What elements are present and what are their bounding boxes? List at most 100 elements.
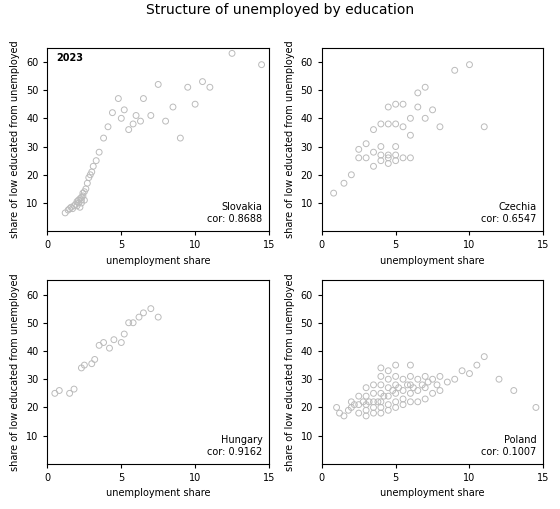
Point — [69, 202, 78, 210]
Point — [391, 361, 400, 369]
Point — [388, 386, 397, 394]
Point — [418, 381, 427, 389]
Point — [90, 355, 99, 363]
Point — [394, 384, 403, 392]
Point — [114, 95, 123, 103]
Point — [362, 392, 371, 400]
Point — [88, 162, 97, 171]
Point — [362, 401, 371, 409]
Point — [480, 353, 489, 361]
Point — [369, 381, 378, 389]
Point — [136, 117, 145, 125]
Point — [161, 117, 170, 125]
Point — [369, 398, 378, 406]
Text: Czechia
cor: 0.6547: Czechia cor: 0.6547 — [481, 202, 536, 224]
Point — [176, 134, 185, 142]
Point — [509, 386, 518, 394]
Point — [339, 412, 348, 420]
Point — [376, 151, 385, 159]
Point — [376, 389, 385, 398]
Point — [87, 360, 96, 368]
Point — [384, 154, 393, 162]
Point — [85, 174, 94, 182]
Point — [365, 398, 374, 406]
Point — [409, 384, 418, 392]
Point — [374, 398, 382, 406]
Point — [399, 154, 408, 162]
Point — [139, 309, 148, 317]
Point — [413, 398, 422, 406]
Point — [406, 381, 415, 389]
Point — [354, 154, 363, 162]
Text: Structure of unemployed by education: Structure of unemployed by education — [146, 3, 414, 17]
Point — [86, 171, 95, 179]
Point — [332, 403, 341, 411]
Point — [257, 61, 266, 69]
Point — [391, 381, 400, 389]
Point — [413, 103, 422, 111]
Point — [80, 361, 89, 369]
Point — [391, 151, 400, 159]
Point — [198, 77, 207, 86]
Point — [391, 398, 400, 406]
X-axis label: unemployment share: unemployment share — [380, 489, 485, 498]
Point — [465, 61, 474, 69]
Point — [359, 398, 368, 406]
Text: 2023: 2023 — [57, 53, 83, 63]
Point — [76, 195, 85, 203]
Point — [384, 120, 393, 128]
Point — [399, 386, 408, 394]
Point — [362, 384, 371, 392]
Point — [117, 114, 126, 122]
Point — [406, 389, 415, 398]
Point — [354, 392, 363, 400]
Point — [124, 126, 133, 134]
Point — [369, 409, 378, 417]
Point — [65, 389, 74, 398]
Point — [146, 304, 155, 313]
Point — [76, 203, 85, 211]
Point — [369, 148, 378, 156]
X-axis label: unemployment share: unemployment share — [380, 256, 485, 266]
Point — [432, 381, 441, 389]
Point — [391, 143, 400, 151]
Point — [120, 106, 129, 114]
Point — [347, 403, 356, 411]
Point — [347, 398, 356, 406]
Point — [72, 202, 81, 210]
Point — [421, 395, 430, 403]
Point — [406, 361, 415, 369]
Point — [154, 80, 163, 89]
Point — [206, 83, 214, 91]
Point — [354, 401, 363, 409]
Point — [60, 209, 69, 217]
Point — [354, 409, 363, 417]
Point — [399, 375, 408, 383]
Point — [108, 108, 117, 117]
Point — [68, 205, 77, 213]
Point — [376, 403, 385, 411]
Point — [384, 103, 393, 111]
Point — [421, 114, 430, 122]
Y-axis label: share of low educated from unemployed: share of low educated from unemployed — [11, 41, 21, 238]
Point — [64, 206, 73, 214]
Point — [494, 375, 503, 383]
Point — [428, 389, 437, 398]
Point — [403, 381, 412, 389]
Point — [350, 401, 359, 409]
Point — [391, 100, 400, 108]
Point — [384, 159, 393, 167]
Point — [80, 188, 89, 196]
Point — [421, 83, 430, 91]
Point — [369, 403, 378, 411]
Point — [384, 375, 393, 383]
X-axis label: unemployment share: unemployment share — [106, 256, 211, 266]
Point — [391, 157, 400, 165]
Point — [71, 201, 80, 209]
Point — [362, 139, 371, 148]
Point — [391, 372, 400, 380]
Point — [99, 134, 108, 142]
Point — [413, 375, 422, 383]
Point — [384, 401, 393, 409]
Point — [413, 386, 422, 394]
